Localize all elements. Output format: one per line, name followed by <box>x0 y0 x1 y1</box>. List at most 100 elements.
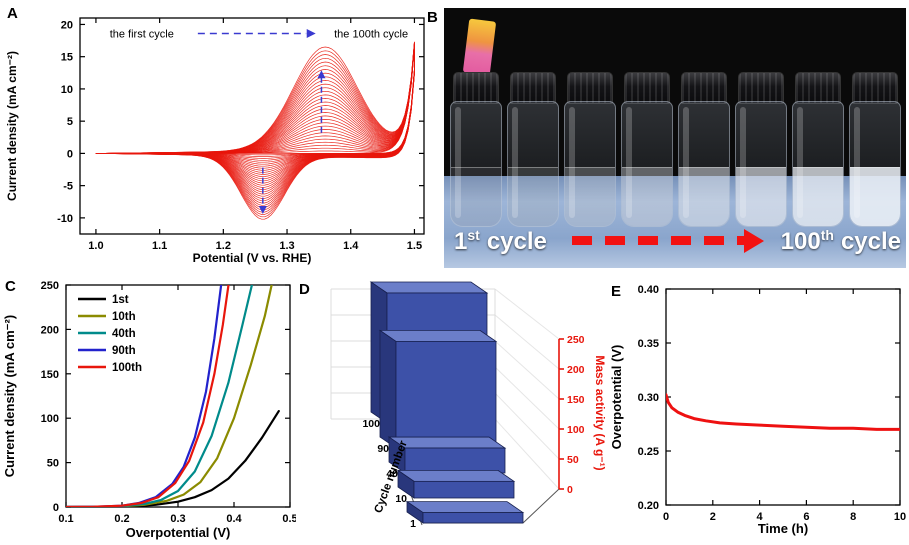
svg-text:90th: 90th <box>112 345 136 357</box>
vial <box>504 8 560 228</box>
first-cycle-caption: 1st cycle <box>454 227 547 256</box>
svg-text:0.2: 0.2 <box>114 513 129 525</box>
svg-text:100: 100 <box>567 424 585 436</box>
svg-text:Potential (V vs. RHE): Potential (V vs. RHE) <box>193 251 312 265</box>
panel-d-mass-activity-chart: 0 50 100 150 200 250 Mass activity (A g⁻¹) 1 10 4… <box>330 281 607 530</box>
svg-text:1.5: 1.5 <box>407 240 422 252</box>
vial <box>846 8 902 228</box>
svg-text:1: 1 <box>410 518 416 530</box>
panel-e-label: E <box>611 283 622 300</box>
caption-number: 1 <box>454 228 468 255</box>
svg-text:1.2: 1.2 <box>216 240 231 252</box>
svg-text:0.4: 0.4 <box>226 513 242 525</box>
vial <box>447 8 503 228</box>
vial-cap <box>738 72 784 104</box>
vial-cap <box>510 72 556 104</box>
vial <box>561 8 617 228</box>
svg-text:100: 100 <box>362 418 380 430</box>
vial-liquid <box>679 167 729 226</box>
svg-text:-5: -5 <box>63 181 73 193</box>
svg-text:1st: 1st <box>112 294 129 306</box>
vial <box>618 8 674 228</box>
svg-text:0.40: 0.40 <box>638 284 659 296</box>
svg-text:5: 5 <box>67 116 73 128</box>
vial-liquid <box>622 167 672 226</box>
svg-text:Mass activity (A g⁻¹): Mass activity (A g⁻¹) <box>593 355 607 470</box>
svg-text:15: 15 <box>61 52 73 64</box>
svg-text:1.4: 1.4 <box>343 240 359 252</box>
vial-cap <box>624 72 670 104</box>
svg-text:0.30: 0.30 <box>638 392 659 404</box>
svg-text:200: 200 <box>567 364 585 376</box>
svg-text:Overpotential (V): Overpotential (V) <box>609 345 624 450</box>
panel-c-lsv-chart: 0.1 0.2 0.3 0.4 0.5 0 50 100 150 200 250 Overpotent… <box>2 280 296 540</box>
svg-text:0.25: 0.25 <box>638 446 659 458</box>
caption-ordinal: st <box>467 227 480 243</box>
panel-b-label: B <box>427 9 438 26</box>
svg-text:0.3: 0.3 <box>170 513 185 525</box>
vial-cap <box>567 72 613 104</box>
svg-text:200: 200 <box>41 324 59 336</box>
vial-body <box>507 101 559 227</box>
svg-text:0: 0 <box>663 511 669 523</box>
caption-word: cycle <box>840 228 901 255</box>
vial <box>675 8 731 228</box>
svg-text:the first cycle: the first cycle <box>110 28 174 40</box>
svg-text:-10: -10 <box>57 213 73 225</box>
vial-cap <box>795 72 841 104</box>
svg-text:250: 250 <box>41 280 59 292</box>
vial-cap <box>453 72 499 104</box>
svg-text:100th: 100th <box>112 362 142 374</box>
cycle-progress-arrow <box>572 228 764 253</box>
svg-text:40th: 40th <box>112 328 136 340</box>
svg-text:Current density (mA cm⁻²): Current density (mA cm⁻²) <box>5 51 19 201</box>
panel-c-label: C <box>5 278 16 295</box>
svg-text:250: 250 <box>567 334 585 346</box>
svg-text:6: 6 <box>803 511 809 523</box>
vial-cap <box>681 72 727 104</box>
svg-text:1.1: 1.1 <box>152 240 167 252</box>
svg-text:0: 0 <box>567 484 573 496</box>
vial <box>732 8 788 228</box>
arrow-head-icon <box>744 228 764 253</box>
glass-highlight <box>569 107 575 218</box>
vial-body <box>735 101 787 227</box>
panel-a-label: A <box>7 5 18 22</box>
vial-liquid <box>508 167 558 226</box>
vial-cap <box>852 72 898 104</box>
vial-body <box>564 101 616 227</box>
vial-body <box>678 101 730 227</box>
svg-text:0: 0 <box>53 502 59 514</box>
svg-text:100: 100 <box>41 413 59 425</box>
glass-highlight <box>683 107 689 218</box>
svg-text:10: 10 <box>894 511 906 523</box>
caption-word: cycle <box>486 228 547 255</box>
glass-highlight <box>740 107 746 218</box>
svg-text:1.0: 1.0 <box>88 240 103 252</box>
svg-text:0.5: 0.5 <box>282 513 296 525</box>
svg-text:2: 2 <box>710 511 716 523</box>
glass-highlight <box>854 107 860 218</box>
vials-row <box>444 8 906 268</box>
svg-text:4: 4 <box>757 511 764 523</box>
vial-body <box>621 101 673 227</box>
svg-text:10: 10 <box>395 493 407 505</box>
vial-body <box>849 101 901 227</box>
svg-text:0: 0 <box>67 148 73 160</box>
svg-text:50: 50 <box>567 454 579 466</box>
svg-text:40: 40 <box>386 468 398 480</box>
vial-liquid <box>451 167 501 226</box>
vial-body <box>450 101 502 227</box>
svg-text:150: 150 <box>41 369 59 381</box>
caption-number: 100 <box>780 228 821 255</box>
svg-text:Overpotential (V): Overpotential (V) <box>126 525 231 540</box>
svg-text:10: 10 <box>61 84 73 96</box>
glass-highlight <box>455 107 461 218</box>
vial-liquid <box>850 167 900 226</box>
svg-text:20: 20 <box>61 19 73 31</box>
glass-highlight <box>797 107 803 218</box>
svg-text:Time (h): Time (h) <box>758 521 808 536</box>
caption-ordinal: th <box>820 227 834 243</box>
svg-text:8: 8 <box>850 511 856 523</box>
